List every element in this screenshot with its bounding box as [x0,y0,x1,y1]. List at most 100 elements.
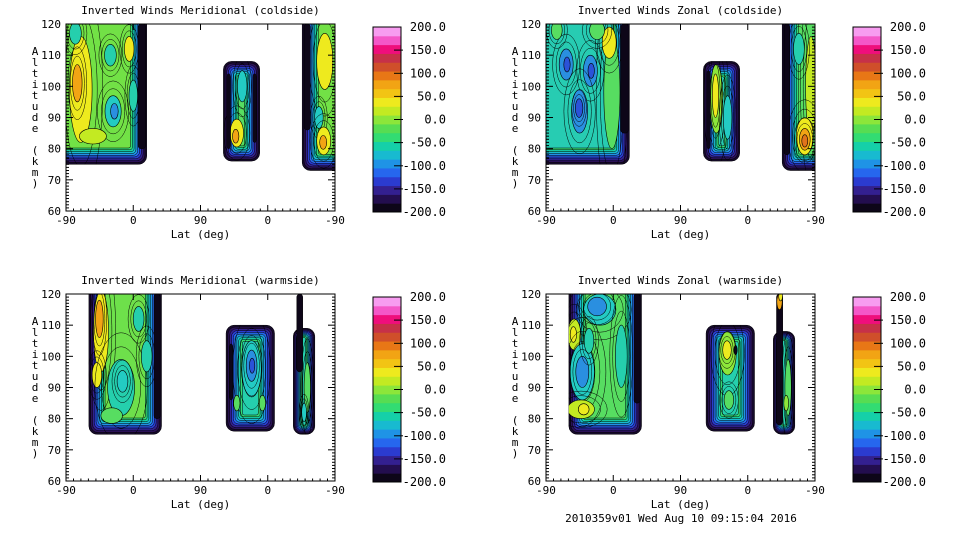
plot-title: Inverted Winds Meridional (coldside) [81,4,320,17]
tick-labels: 60 70 80 90 100 110 120 -90 0 90 0 -90 [521,288,825,497]
svg-text:120: 120 [521,288,541,301]
contour-blobs [568,294,634,428]
svg-text:100: 100 [41,350,61,363]
svg-text:100.0: 100.0 [410,66,446,80]
svg-text:90: 90 [194,484,207,497]
svg-text:60: 60 [528,205,541,218]
svg-text:-90: -90 [536,484,556,497]
svg-text:-90: -90 [325,484,345,497]
svg-text:70: 70 [48,444,61,457]
svg-text:200.0: 200.0 [890,290,926,304]
svg-text:200.0: 200.0 [410,290,446,304]
svg-text:-200.0: -200.0 [883,475,926,489]
contour-blobs [223,61,252,161]
y-axis-label: A l t i t u d e ( k m ) [31,45,39,190]
svg-text:80: 80 [48,413,61,426]
svg-text:110: 110 [41,319,61,332]
svg-text:60: 60 [48,475,61,488]
contour-blobs [232,325,271,424]
svg-text:100.0: 100.0 [890,336,926,350]
contour-plot-meridional-warmside: 60 70 80 90 100 110 120 -90 0 90 0 -90 200.0 150.0 100… [41,288,446,497]
svg-text:-150.0: -150.0 [403,452,446,466]
svg-text:70: 70 [528,444,541,457]
svg-text:90: 90 [674,214,687,227]
svg-text:150.0: 150.0 [410,313,446,327]
svg-text:80: 80 [48,143,61,156]
svg-text:-50.0: -50.0 [410,406,446,420]
svg-text:90: 90 [194,214,207,227]
svg-text:0: 0 [130,214,137,227]
svg-text:200.0: 200.0 [410,20,446,34]
plot-frame [545,23,816,212]
svg-text:120: 120 [41,18,61,31]
svg-text:0.0: 0.0 [904,113,926,127]
colorbar: 200.0 150.0 100.0 50.0 0.0 -50.0 -100.0 -150.0 -… [372,290,446,489]
svg-text:-90: -90 [325,214,345,227]
svg-text:50.0: 50.0 [417,359,446,373]
svg-text:200.0: 200.0 [890,20,926,34]
svg-text:-150.0: -150.0 [883,182,926,196]
svg-text:-50.0: -50.0 [890,406,926,420]
y-axis-label: A l t i t u d e ( k m ) [31,315,39,460]
contour-regions [66,24,335,171]
plot-frame [545,293,816,482]
svg-text:0: 0 [744,484,751,497]
colorbar: 200.0 150.0 100.0 50.0 0.0 -50.0 -100.0 -150.0 -… [372,20,446,219]
colorbar-labels: 200.0 150.0 100.0 50.0 0.0 -50.0 -100.0 -150.0 -… [403,20,446,219]
tick-labels: 60 70 80 90 100 110 120 -90 0 90 0 -90 [41,288,345,497]
svg-text:-50.0: -50.0 [890,136,926,150]
x-axis-label: Lat (deg) [170,498,231,511]
svg-text:0.0: 0.0 [424,383,446,397]
svg-text:-50.0: -50.0 [410,136,446,150]
svg-text:60: 60 [48,205,61,218]
svg-text:-90: -90 [805,214,825,227]
svg-text:90: 90 [674,484,687,497]
svg-text:110: 110 [521,49,541,62]
contour-plot-zonal-warmside: 60 70 80 90 100 110 120 -90 0 90 0 -90 200.0 150.0 100… [521,288,926,497]
svg-text:110: 110 [521,319,541,332]
svg-text:100: 100 [41,80,61,93]
contour-regions [88,294,316,435]
svg-text:0.0: 0.0 [904,383,926,397]
svg-text:80: 80 [528,143,541,156]
svg-text:-150.0: -150.0 [403,182,446,196]
contour-blobs [703,61,737,162]
svg-text:0: 0 [264,484,271,497]
svg-text:60: 60 [528,475,541,488]
svg-text:90: 90 [48,112,61,125]
y-axis-label: A l t i t u d e ( k m ) [511,315,519,460]
svg-text:120: 120 [521,18,541,31]
colorbar: 200.0 150.0 100.0 50.0 0.0 -50.0 -100.0 -150.0 -… [852,20,926,219]
contour-blobs [66,24,142,165]
contour-blobs [710,325,745,419]
svg-text:150.0: 150.0 [410,43,446,57]
svg-text:100.0: 100.0 [410,336,446,350]
svg-text:-200.0: -200.0 [883,205,926,219]
contour-blobs [299,338,314,435]
svg-text:120: 120 [41,288,61,301]
svg-text:110: 110 [41,49,61,62]
svg-text:0: 0 [610,484,617,497]
contour-regions [546,24,815,171]
svg-text:0: 0 [610,214,617,227]
panel-meridional-coldside: 60 70 80 90 100 110 120 -90 0 90 0 -90 200.0 150.0 100… [0,0,480,270]
colorbar: 200.0 150.0 100.0 50.0 0.0 -50.0 -100.0 -150.0 -… [852,290,926,489]
contour-blobs [546,24,628,165]
x-axis-label: Lat (deg) [170,228,231,241]
svg-text:-90: -90 [56,484,76,497]
svg-text:0.0: 0.0 [424,113,446,127]
svg-text:150.0: 150.0 [890,313,926,327]
svg-text:100: 100 [521,80,541,93]
svg-text:80: 80 [528,413,541,426]
svg-text:-200.0: -200.0 [403,205,446,219]
contour-plot-meridional-coldside: 60 70 80 90 100 110 120 -90 0 90 0 -90 200.0 150.0 100… [41,18,446,227]
svg-text:90: 90 [528,112,541,125]
svg-text:0: 0 [264,214,271,227]
svg-text:90: 90 [528,382,541,395]
svg-text:50.0: 50.0 [417,89,446,103]
colorbar-labels: 200.0 150.0 100.0 50.0 0.0 -50.0 -100.0 -150.0 -… [883,290,926,489]
svg-text:-100.0: -100.0 [883,159,926,173]
timestamp-footer: 2010359v01 Wed Aug 10 09:15:04 2016 [565,512,797,525]
svg-text:90: 90 [48,382,61,395]
